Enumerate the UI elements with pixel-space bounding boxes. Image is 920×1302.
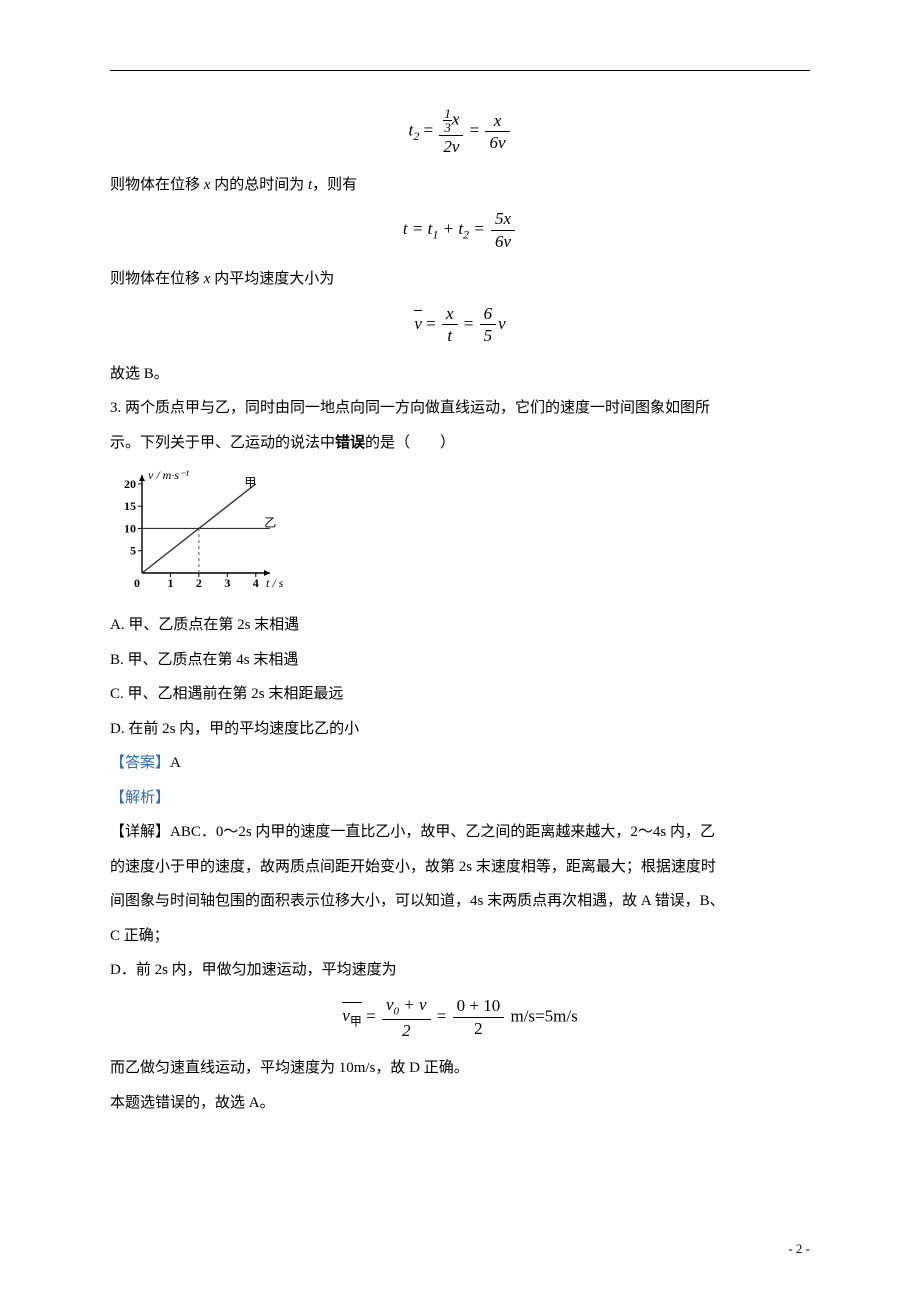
svg-text:0: 0 <box>134 576 140 590</box>
text-total-time: 则物体在位移 x 内的总时间为 t，则有 <box>110 171 810 200</box>
svg-text:20: 20 <box>124 477 136 491</box>
eq2-lhs: t = t1 + t2 = <box>403 219 489 238</box>
eq1-sub: 2 <box>413 129 419 143</box>
option-b: B. 甲、乙质点在第 4s 末相遇 <box>110 646 810 675</box>
svg-text:甲: 甲 <box>244 476 256 490</box>
svg-text:3: 3 <box>224 576 230 590</box>
svg-text:乙: 乙 <box>264 516 276 530</box>
svg-text:2: 2 <box>196 576 202 590</box>
equation-vbar: v = x t = 6 5 v <box>110 304 810 346</box>
detail-tail1: 而乙做匀速直线运动，平均速度为 10m/s，故 D 正确。 <box>110 1054 810 1083</box>
option-c: C. 甲、乙相遇前在第 2s 末相距最远 <box>110 680 810 709</box>
detail-line4: C 正确； <box>110 922 810 951</box>
svg-text:4: 4 <box>253 576 259 590</box>
svg-text:10: 10 <box>124 522 136 536</box>
velocity-time-chart: 0 1 2 3 4 5 10 15 20 t / s v / m·s⁻¹ 甲乙 <box>110 465 810 605</box>
svg-text:5: 5 <box>130 544 136 558</box>
analysis-label: 【解析】 <box>110 784 810 813</box>
equation-vbar-jia: v甲 = v0 + v 2 = 0 + 10 2 m/s=5m/s <box>110 995 810 1041</box>
text-choose-b: 故选 B。 <box>110 360 810 389</box>
svg-text:1: 1 <box>167 576 173 590</box>
text-avg-speed: 则物体在位移 x 内平均速度大小为 <box>110 265 810 294</box>
detail-line2: 的速度小于甲的速度，故两质点间距开始变小，故第 2s 末速度相等，距离最大；根据… <box>110 853 810 882</box>
q3-bold-word: 错误 <box>335 435 365 451</box>
detail-d: D．前 2s 内，甲做匀加速运动，平均速度为 <box>110 956 810 985</box>
answer-value: A <box>170 755 181 771</box>
eq1-frac1: 13x 2v <box>439 107 463 157</box>
option-d: D. 在前 2s 内，甲的平均速度比乙的小 <box>110 715 810 744</box>
eq1-frac2: x 6v <box>485 111 509 153</box>
svg-text:15: 15 <box>124 499 136 513</box>
top-rule <box>110 70 810 71</box>
q3-stem-line2: 示。下列关于甲、乙运动的说法中错误的是（ ） <box>110 429 810 458</box>
svg-text:t / s: t / s <box>266 576 284 590</box>
answer-line: 【答案】A <box>110 749 810 778</box>
answer-label: 【答案】 <box>110 755 170 771</box>
option-a: A. 甲、乙质点在第 2s 末相遇 <box>110 611 810 640</box>
detail-tail2: 本题选错误的，故选 A。 <box>110 1089 810 1118</box>
q3-stem-line1: 3. 两个质点甲与乙，同时由同一地点向同一方向做直线运动，它们的速度一时间图象如… <box>110 394 810 423</box>
equation-t2: t2 = 13x 2v = x 6v <box>110 107 810 157</box>
page-number: - 2 - <box>788 1237 810 1262</box>
detail-line3: 间图象与时间轴包围的面积表示位移大小，可以知道，4s 末两质点再次相遇，故 A … <box>110 887 810 916</box>
vt-chart-svg: 0 1 2 3 4 5 10 15 20 t / s v / m·s⁻¹ 甲乙 <box>110 465 300 605</box>
equation-t-sum: t = t1 + t2 = 5x 6v <box>110 209 810 251</box>
detail-line1: 【详解】ABC．0～2s 内甲的速度一直比乙小，故甲、乙之间的距离越来越大，2～… <box>110 818 810 847</box>
svg-text:v / m·s⁻¹: v / m·s⁻¹ <box>148 468 189 482</box>
